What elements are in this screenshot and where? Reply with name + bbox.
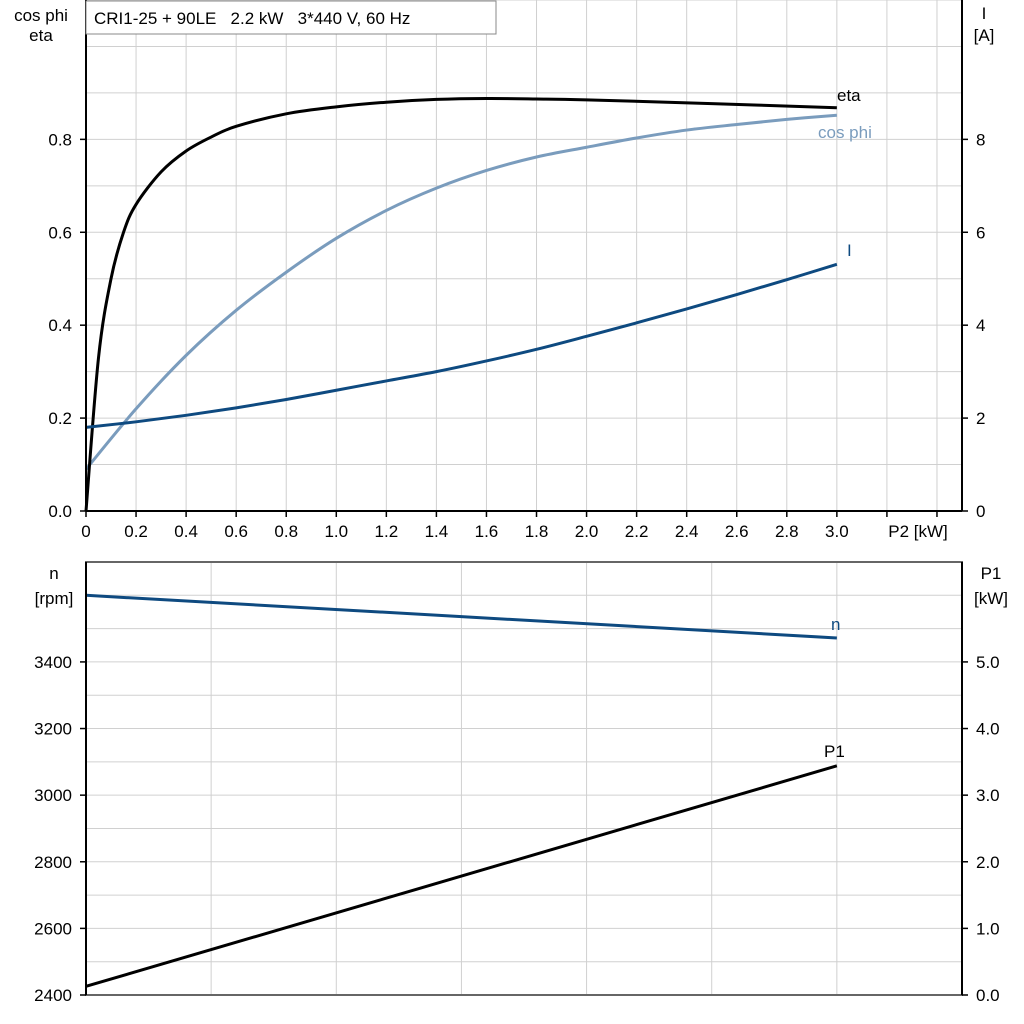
series-label-p1: P1 [824, 742, 845, 761]
y-left-tick-label: 0.8 [48, 130, 72, 149]
y-right-tick-label: 0 [976, 502, 985, 521]
y-left-tick-label: 2600 [34, 919, 72, 938]
x-tick-label: 1.2 [375, 522, 399, 541]
y-left-tick-label: 0.6 [48, 223, 72, 242]
series-label-speed: n [831, 615, 840, 634]
p1-curve [85, 764, 838, 988]
title-box [85, 0, 497, 35]
series-label-eta: eta [837, 86, 861, 105]
cos-phi-curve [84, 113, 837, 471]
bottom-chart-grid [86, 562, 962, 995]
x-tick-label: 1.4 [425, 522, 449, 541]
top-right-axis-label-2: [A] [974, 26, 995, 45]
x-axis-label: P2 [kW] [888, 522, 948, 541]
tick-labels: 0 0.2 0.4 0.6 0.8 1.0 1.2 1.4 1.6 1.8 2.0 2.2 2.4 2.6… [34, 130, 999, 1005]
y-right-tick-label: 5.0 [976, 653, 1000, 672]
axes-frames [80, 0, 968, 996]
bottom-left-axis-label-2: [rpm] [35, 589, 74, 608]
series-label-cos-phi: cos phi [818, 123, 872, 142]
top-chart-grid [86, 0, 962, 511]
speed-curve [85, 593, 837, 640]
series-label-current: I [847, 241, 852, 260]
bottom-left-axis-label-1: n [49, 564, 58, 583]
chart-title: CRI1-25 + 90LE 2.2 kW 3*440 V, 60 Hz [94, 9, 410, 28]
x-tick-label: 1.6 [475, 522, 499, 541]
y-left-tick-label: 0.4 [48, 316, 72, 335]
x-tick-label: 1.8 [525, 522, 549, 541]
y-left-tick-label: 2400 [34, 986, 72, 1005]
y-left-tick-label: 0.0 [48, 502, 72, 521]
x-tick-label: 0.4 [174, 522, 198, 541]
x-tick-label: 0.6 [224, 522, 248, 541]
current-curve [85, 262, 838, 429]
y-right-tick-label: 4 [976, 316, 985, 335]
y-right-tick-label: 4.0 [976, 720, 1000, 739]
y-left-tick-label: 0.2 [48, 409, 72, 428]
y-right-tick-label: 3.0 [976, 786, 1000, 805]
x-tick-label: 2.8 [775, 522, 799, 541]
y-left-tick-label: 2800 [34, 853, 72, 872]
top-left-axis-label-2: eta [29, 26, 53, 45]
y-right-tick-label: 2.0 [976, 853, 1000, 872]
bottom-right-axis-label-1: P1 [981, 564, 1002, 583]
x-tick-label: 0 [81, 522, 90, 541]
eta-curve [84, 96, 837, 512]
y-right-tick-label: 2 [976, 409, 985, 428]
curves [84, 96, 838, 988]
y-right-tick-label: 1.0 [976, 919, 1000, 938]
top-right-axis-label-1: I [982, 4, 987, 23]
x-tick-label: 3.0 [825, 522, 849, 541]
x-tick-label: 2.2 [625, 522, 649, 541]
top-left-axis-label-1: cos phi [14, 6, 68, 25]
x-tick-label: 2.0 [575, 522, 599, 541]
x-tick-label: 1.0 [324, 522, 348, 541]
y-left-tick-label: 3000 [34, 786, 72, 805]
y-right-tick-label: 8 [976, 130, 985, 149]
y-right-tick-label: 0.0 [976, 986, 1000, 1005]
y-left-tick-label: 3400 [34, 653, 72, 672]
x-tick-label: 0.8 [274, 522, 298, 541]
x-tick-label: 2.4 [675, 522, 699, 541]
x-tick-label: 0.2 [124, 522, 148, 541]
y-left-tick-label: 3200 [34, 720, 72, 739]
bottom-right-axis-label-2: [kW] [974, 589, 1008, 608]
y-right-tick-label: 6 [976, 223, 985, 242]
x-tick-label: 2.6 [725, 522, 749, 541]
